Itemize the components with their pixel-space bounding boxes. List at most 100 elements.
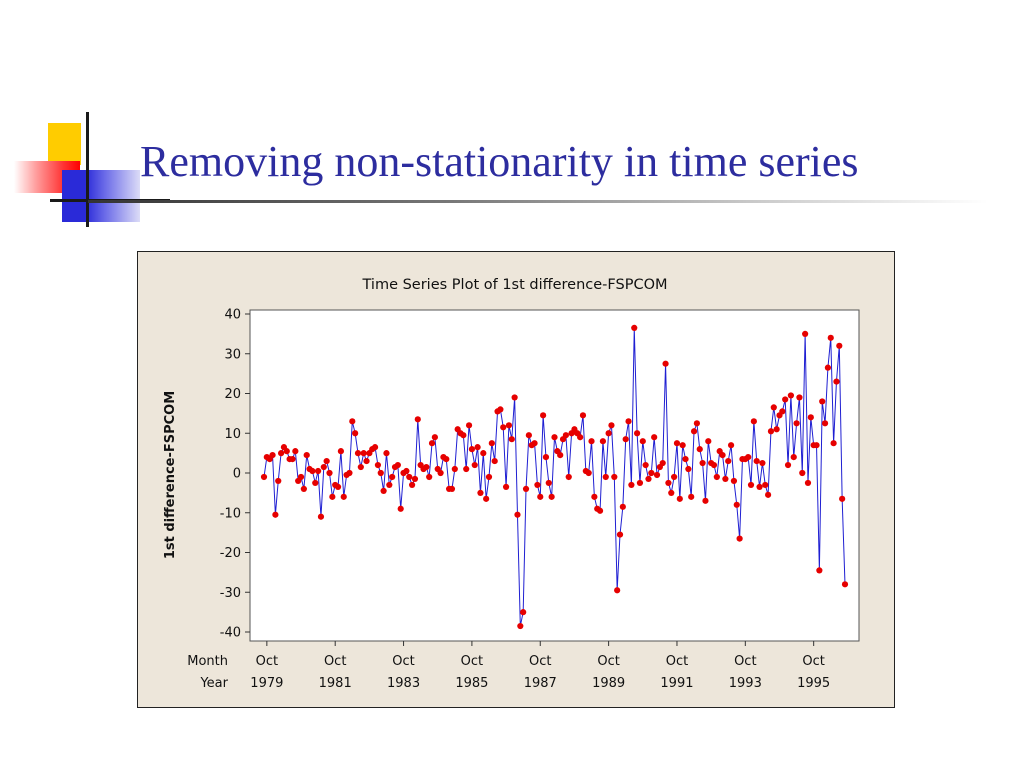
data-point <box>747 481 755 489</box>
data-point <box>839 495 846 502</box>
data-point <box>537 493 544 500</box>
data-point <box>699 459 706 467</box>
data-point <box>277 450 285 457</box>
x-axis-row-label-year: Year <box>199 676 228 691</box>
data-point <box>300 485 307 492</box>
x-tick-label-year: 1985 <box>455 676 488 691</box>
data-point <box>759 459 766 467</box>
data-point <box>750 418 757 425</box>
data-point <box>773 426 780 433</box>
data-point <box>386 481 393 489</box>
data-point <box>685 465 692 473</box>
x-axis: Month Year Oct 1979 Oct 1981 Oct 1983 Oct 1985 O… <box>187 641 830 691</box>
data-point <box>628 481 635 489</box>
data-point <box>682 455 689 463</box>
data-point <box>423 463 430 471</box>
x-tick-label-month: Oct <box>324 654 346 669</box>
data-point <box>585 469 592 477</box>
data-point <box>460 432 467 439</box>
data-point <box>483 495 490 502</box>
y-tick-label: 40 <box>224 308 241 323</box>
data-point <box>411 475 419 483</box>
data-point <box>471 461 478 469</box>
data-point <box>836 342 843 349</box>
data-point <box>679 442 686 449</box>
x-tick-label-year: 1981 <box>319 676 352 691</box>
data-point <box>371 444 379 451</box>
data-point <box>599 438 607 445</box>
data-point <box>705 438 712 445</box>
slide-title: Removing non-stationarity in time series <box>140 137 859 186</box>
data-point <box>428 440 436 447</box>
data-point <box>374 461 382 469</box>
data-point <box>403 467 410 475</box>
data-point <box>542 454 550 461</box>
data-point <box>283 448 290 455</box>
x-tick-label-month: Oct <box>734 654 756 669</box>
data-point <box>793 420 800 427</box>
data-point <box>312 479 319 487</box>
data-point <box>380 487 387 494</box>
chart-frame: Time Series Plot of 1st difference-FSPCO… <box>137 251 895 708</box>
data-point <box>690 428 698 435</box>
data-point <box>337 448 344 455</box>
plot-area <box>249 309 860 642</box>
x-tick-label-year: 1993 <box>729 676 762 691</box>
data-point <box>520 609 527 616</box>
data-point <box>696 446 703 453</box>
x-tick-label-month: Oct <box>529 654 551 669</box>
data-point <box>480 450 487 457</box>
data-point <box>297 473 305 481</box>
data-point <box>591 493 598 500</box>
data-point <box>289 455 296 463</box>
data-point <box>309 467 316 475</box>
data-point <box>745 454 752 461</box>
data-point <box>525 432 532 439</box>
data-point <box>531 440 538 447</box>
data-point <box>653 471 661 479</box>
y-tick-label: -30 <box>220 586 241 601</box>
data-point <box>799 469 806 477</box>
data-point <box>676 495 683 502</box>
data-point <box>713 473 720 481</box>
data-point <box>465 422 473 429</box>
data-point <box>787 392 794 399</box>
data-point <box>782 396 789 403</box>
data-point <box>830 440 837 447</box>
data-point <box>602 473 609 481</box>
data-point <box>662 360 669 367</box>
data-point <box>522 485 530 492</box>
data-point <box>688 493 695 500</box>
slide-decoration-vertical-line <box>86 112 89 227</box>
x-tick-label-year: 1995 <box>797 676 830 691</box>
x-tick-label-month: Oct <box>392 654 414 669</box>
data-point <box>671 473 678 481</box>
data-point <box>497 406 504 413</box>
data-point <box>722 475 729 483</box>
data-point <box>804 479 812 487</box>
data-point <box>431 434 438 441</box>
data-point <box>514 511 521 518</box>
data-point <box>642 461 649 469</box>
data-point <box>500 424 507 431</box>
data-point <box>579 412 587 419</box>
data-point <box>756 483 763 491</box>
data-point <box>762 481 769 489</box>
data-point <box>377 469 384 477</box>
data-point <box>770 404 777 411</box>
data-point <box>269 452 276 459</box>
data-point <box>802 330 809 337</box>
data-point <box>545 479 552 487</box>
x-tick-label-year: 1989 <box>592 676 625 691</box>
data-point <box>702 497 709 504</box>
data-point <box>565 473 572 481</box>
x-tick-label-year: 1991 <box>660 676 693 691</box>
data-point <box>767 428 775 435</box>
data-point <box>765 491 772 498</box>
data-point <box>340 493 347 500</box>
data-point <box>334 483 342 491</box>
slide-decoration-blue-square <box>62 170 140 222</box>
data-point <box>508 436 515 443</box>
data-point <box>534 481 541 489</box>
data-point <box>397 505 404 512</box>
